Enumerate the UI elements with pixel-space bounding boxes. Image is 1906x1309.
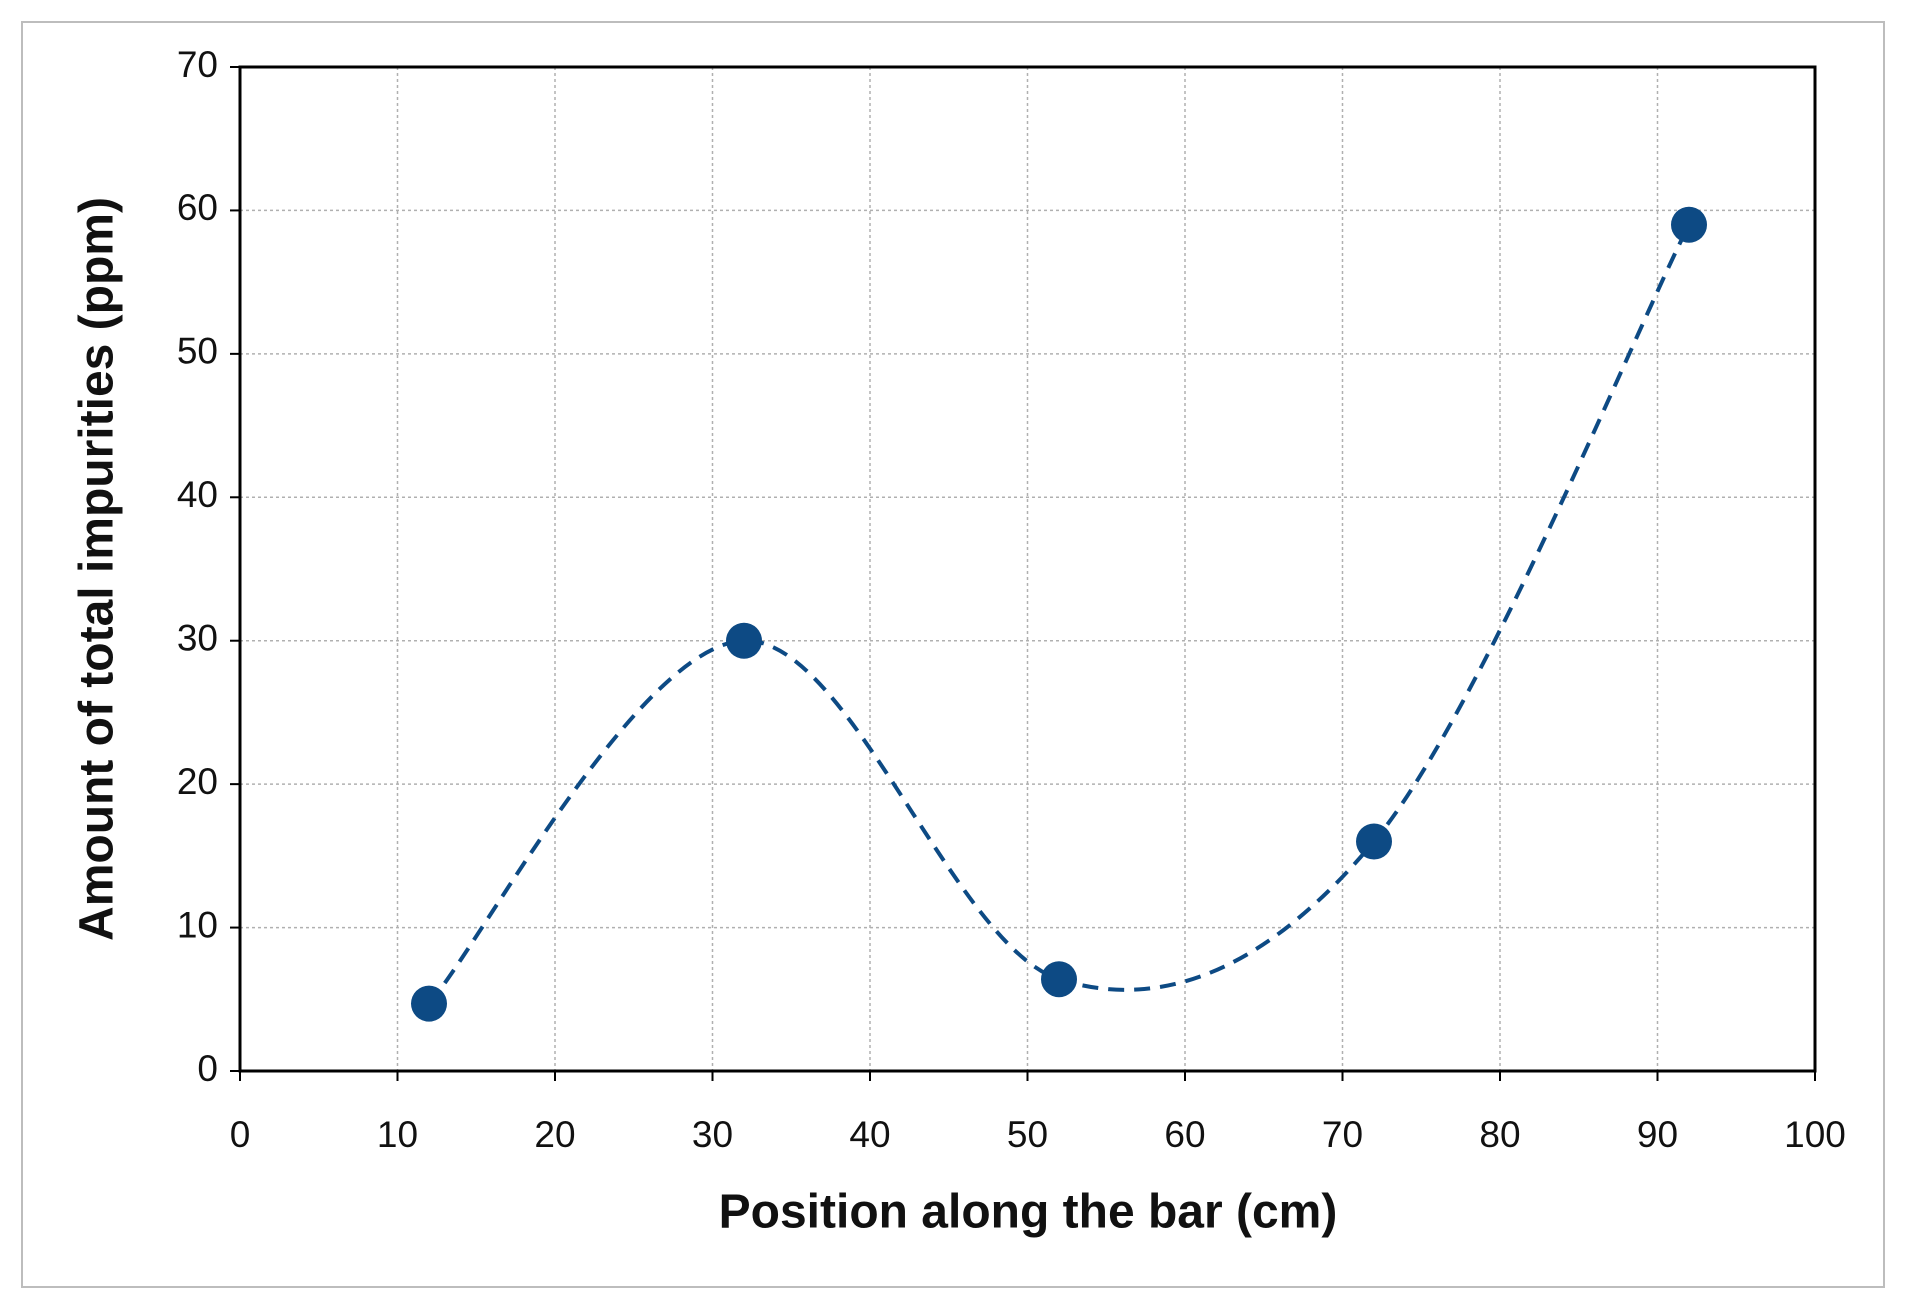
x-tick-label: 60 bbox=[1164, 1114, 1205, 1155]
y-tick-label: 20 bbox=[177, 761, 218, 802]
x-tick-label: 10 bbox=[377, 1114, 418, 1155]
y-tick-label: 30 bbox=[177, 617, 218, 658]
data-point bbox=[1041, 961, 1077, 998]
y-tick-label: 0 bbox=[197, 1048, 218, 1089]
plot-area bbox=[238, 65, 1817, 1073]
x-tick-label: 50 bbox=[1007, 1114, 1048, 1155]
y-tick-label: 50 bbox=[177, 331, 218, 372]
data-point bbox=[726, 622, 762, 659]
y-axis-title: Amount of total impurities (ppm) bbox=[71, 197, 124, 941]
x-tick-label: 0 bbox=[230, 1114, 251, 1155]
x-tick-label: 20 bbox=[534, 1114, 575, 1155]
x-tick-label: 100 bbox=[1784, 1114, 1846, 1155]
x-tick-label: 40 bbox=[849, 1114, 890, 1155]
data-point bbox=[1671, 206, 1707, 243]
x-tick-label: 90 bbox=[1637, 1114, 1678, 1155]
data-point bbox=[1356, 823, 1392, 860]
chart-frame bbox=[21, 21, 1885, 1288]
y-tick-label: 60 bbox=[177, 187, 218, 228]
x-axis-title: Position along the bar (cm) bbox=[719, 1186, 1338, 1239]
y-tick-label: 70 bbox=[177, 44, 218, 85]
x-tick-label: 70 bbox=[1322, 1114, 1363, 1155]
x-tick-label: 80 bbox=[1479, 1114, 1520, 1155]
y-tick-label: 40 bbox=[177, 474, 218, 515]
data-point bbox=[411, 985, 447, 1022]
y-tick-label: 10 bbox=[177, 904, 218, 945]
x-tick-label: 30 bbox=[692, 1114, 733, 1155]
